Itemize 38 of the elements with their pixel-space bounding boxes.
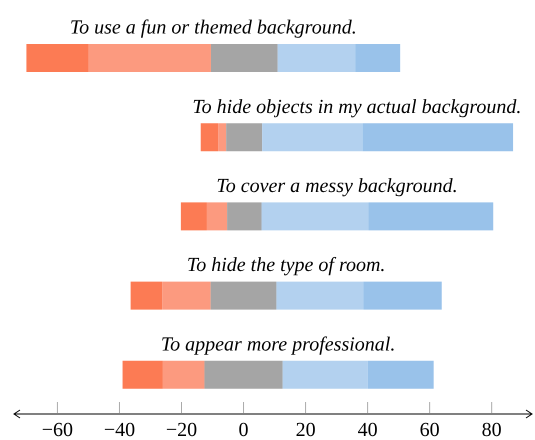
x-tick-label: 60 <box>420 419 440 440</box>
bar <box>210 282 276 310</box>
bar <box>204 360 283 389</box>
bar <box>362 123 514 152</box>
x-tick-label: −40 <box>104 419 136 440</box>
bar <box>162 360 204 389</box>
bar <box>206 202 228 230</box>
bar <box>200 123 218 152</box>
bar <box>226 123 262 152</box>
bar <box>122 360 163 389</box>
x-tick-label: 80 <box>482 419 502 440</box>
bar <box>282 360 368 389</box>
bar <box>262 123 363 152</box>
bar <box>276 282 364 310</box>
y-tick-label: To hide objects in my actual background. <box>192 96 522 118</box>
bar <box>218 123 226 152</box>
x-tick-label: −60 <box>42 419 74 440</box>
bar <box>210 44 278 72</box>
bar <box>130 282 162 310</box>
x-tick-label: 20 <box>296 419 316 440</box>
x-tick-label: 40 <box>358 419 378 440</box>
bar <box>278 44 356 72</box>
bar <box>180 202 207 230</box>
x-tick-label: 0 <box>238 419 249 440</box>
y-tick-label: To hide the type of room. <box>186 254 386 276</box>
y-tick-label: To use a fun or themed background. <box>70 16 357 39</box>
y-tick-label: To appear more professional. <box>160 333 396 356</box>
y-tick-label: To cover a messy background. <box>216 175 458 197</box>
bar <box>227 202 262 230</box>
bar <box>368 202 494 230</box>
bar <box>26 44 88 72</box>
bar <box>368 360 434 389</box>
bar <box>88 44 211 72</box>
bar <box>355 44 400 72</box>
bar <box>162 282 211 310</box>
x-tick-label: −20 <box>166 419 198 440</box>
bar <box>262 202 369 230</box>
bar <box>363 282 442 310</box>
